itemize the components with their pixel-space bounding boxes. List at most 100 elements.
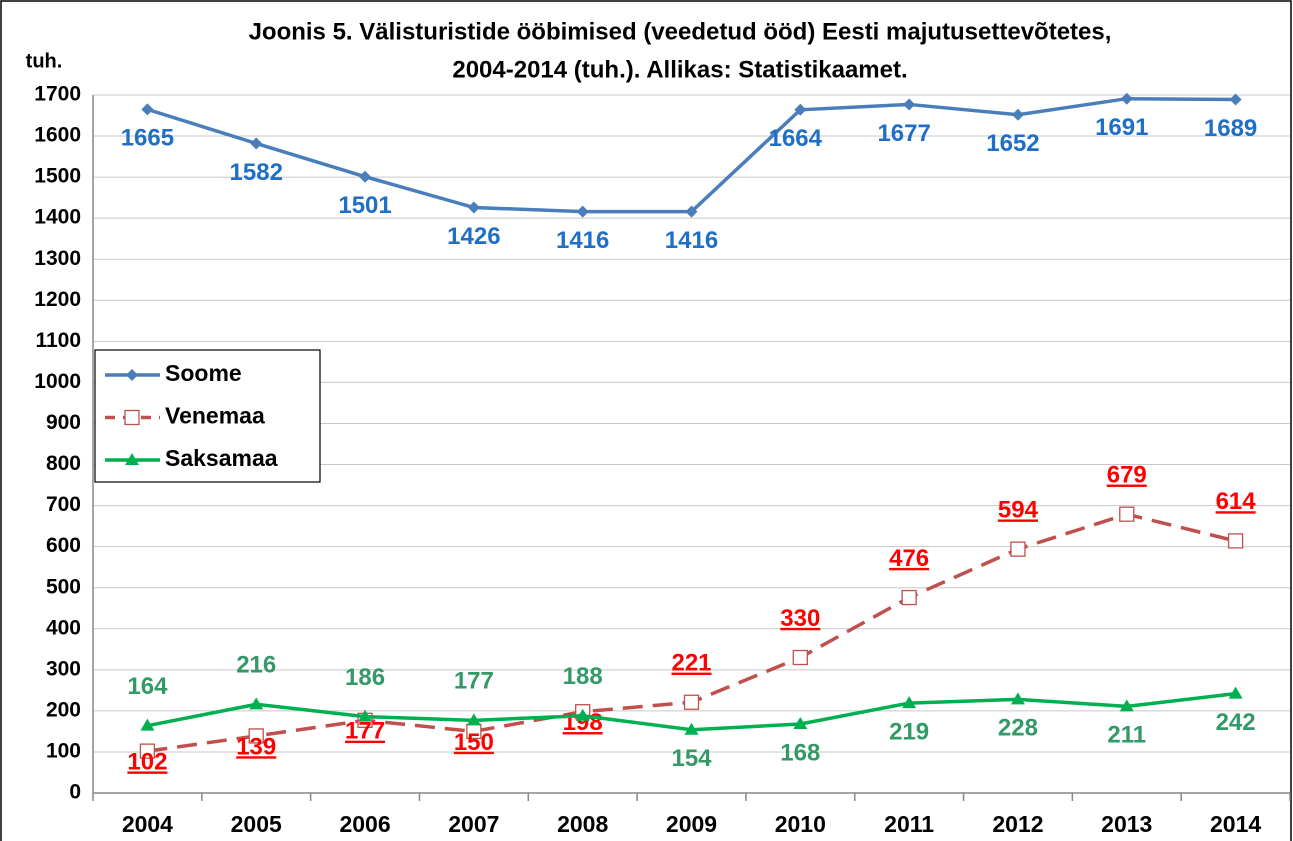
marker [141, 103, 154, 116]
data-label: 1582 [230, 159, 283, 186]
marker [901, 589, 917, 606]
series-line [146, 96, 1236, 214]
x-tick-label: 2009 [666, 811, 717, 837]
data-label: 186 [345, 664, 385, 691]
marker [1120, 92, 1133, 105]
data-label: 221 [671, 650, 711, 677]
data-label: 330 [780, 605, 820, 632]
data-label: 1501 [338, 192, 391, 219]
marker [467, 201, 480, 214]
data-label: 177 [345, 718, 385, 745]
x-tick-label: 2005 [231, 811, 282, 837]
chart-title: Joonis 5. Välisturistide ööbimised (veed… [249, 18, 1112, 45]
marker [359, 170, 372, 183]
data-label: 1689 [1204, 115, 1257, 142]
legend-marker [126, 369, 138, 381]
y-tick-label: 1000 [34, 370, 81, 393]
x-tick-label: 2014 [1210, 811, 1261, 837]
data-label: 228 [998, 715, 1038, 742]
data-label: 139 [236, 733, 276, 760]
data-label: 614 [1216, 488, 1257, 515]
legend-marker [125, 453, 139, 465]
data-label: 188 [563, 663, 603, 690]
data-label: 1426 [447, 223, 500, 250]
marker [1010, 692, 1025, 705]
marker [1228, 686, 1243, 699]
data-label: 154 [671, 745, 712, 772]
marker [466, 713, 481, 726]
legend-marker [124, 409, 140, 426]
data-label: 219 [889, 718, 929, 745]
data-label: 168 [780, 739, 820, 766]
data-label: 1652 [986, 130, 1039, 157]
data-label: 1691 [1095, 114, 1148, 141]
data-label: 1416 [556, 227, 609, 254]
marker [248, 728, 264, 744]
data-label: 476 [889, 545, 929, 572]
x-tick-label: 2007 [448, 811, 499, 837]
marker [575, 708, 590, 721]
marker [140, 718, 155, 731]
data-label: 679 [1107, 462, 1147, 489]
y-tick-label: 1500 [34, 165, 81, 188]
data-label: 164 [127, 673, 168, 700]
x-tick-label: 2013 [1101, 811, 1152, 837]
marker [902, 696, 917, 709]
data-label: 102 [127, 748, 167, 775]
y-tick-label: 1100 [35, 329, 81, 352]
marker [794, 103, 807, 116]
marker [249, 697, 264, 710]
data-label: 594 [998, 496, 1039, 523]
data-label: 242 [1216, 709, 1256, 736]
marker [684, 722, 699, 735]
data-label: 1665 [121, 125, 174, 152]
y-tick-label: 1300 [34, 247, 81, 270]
y-tick-label: 700 [46, 493, 81, 516]
legend-label: Saksamaa [165, 445, 278, 471]
data-label: 1416 [665, 227, 718, 254]
data-label: 1664 [769, 125, 823, 152]
x-tick-label: 2010 [775, 811, 826, 837]
x-tick-label: 2012 [992, 811, 1043, 837]
data-label: 150 [454, 729, 494, 756]
y-tick-label: 400 [46, 616, 81, 639]
series-line [147, 512, 1237, 753]
y-tick-label: 1200 [34, 288, 81, 311]
y-tick-label: 1400 [34, 206, 81, 229]
y-tick-label: 300 [46, 657, 81, 680]
x-tick-label: 2004 [122, 811, 173, 837]
y-tick-label: 800 [46, 452, 81, 475]
x-tick-label: 2006 [339, 811, 390, 837]
marker [683, 694, 700, 710]
marker [1119, 699, 1134, 712]
marker [576, 205, 589, 218]
x-tick-label: 2008 [557, 811, 608, 837]
marker [250, 137, 263, 150]
marker [1011, 108, 1024, 121]
marker [792, 649, 808, 666]
y-axis-label: tuh. [26, 50, 63, 72]
y-tick-label: 900 [46, 411, 81, 434]
data-label: 177 [454, 668, 494, 695]
marker [1229, 93, 1242, 106]
y-tick-label: 200 [46, 698, 81, 721]
y-tick-label: 600 [46, 534, 81, 557]
marker [1227, 533, 1244, 549]
marker [793, 717, 808, 730]
y-tick-label: 100 [46, 739, 81, 762]
legend-label: Soome [165, 360, 242, 386]
data-label: 1677 [877, 120, 930, 147]
legend-label: Venemaa [165, 403, 265, 429]
marker [1010, 541, 1026, 557]
marker [1119, 506, 1135, 522]
data-label: 211 [1107, 722, 1146, 749]
x-tick-label: 2011 [884, 811, 934, 837]
y-tick-label: 1600 [34, 124, 81, 147]
marker [139, 743, 156, 759]
marker [358, 709, 373, 722]
marker [685, 205, 698, 218]
y-tick-label: 0 [69, 781, 81, 804]
data-label: 216 [236, 652, 276, 679]
